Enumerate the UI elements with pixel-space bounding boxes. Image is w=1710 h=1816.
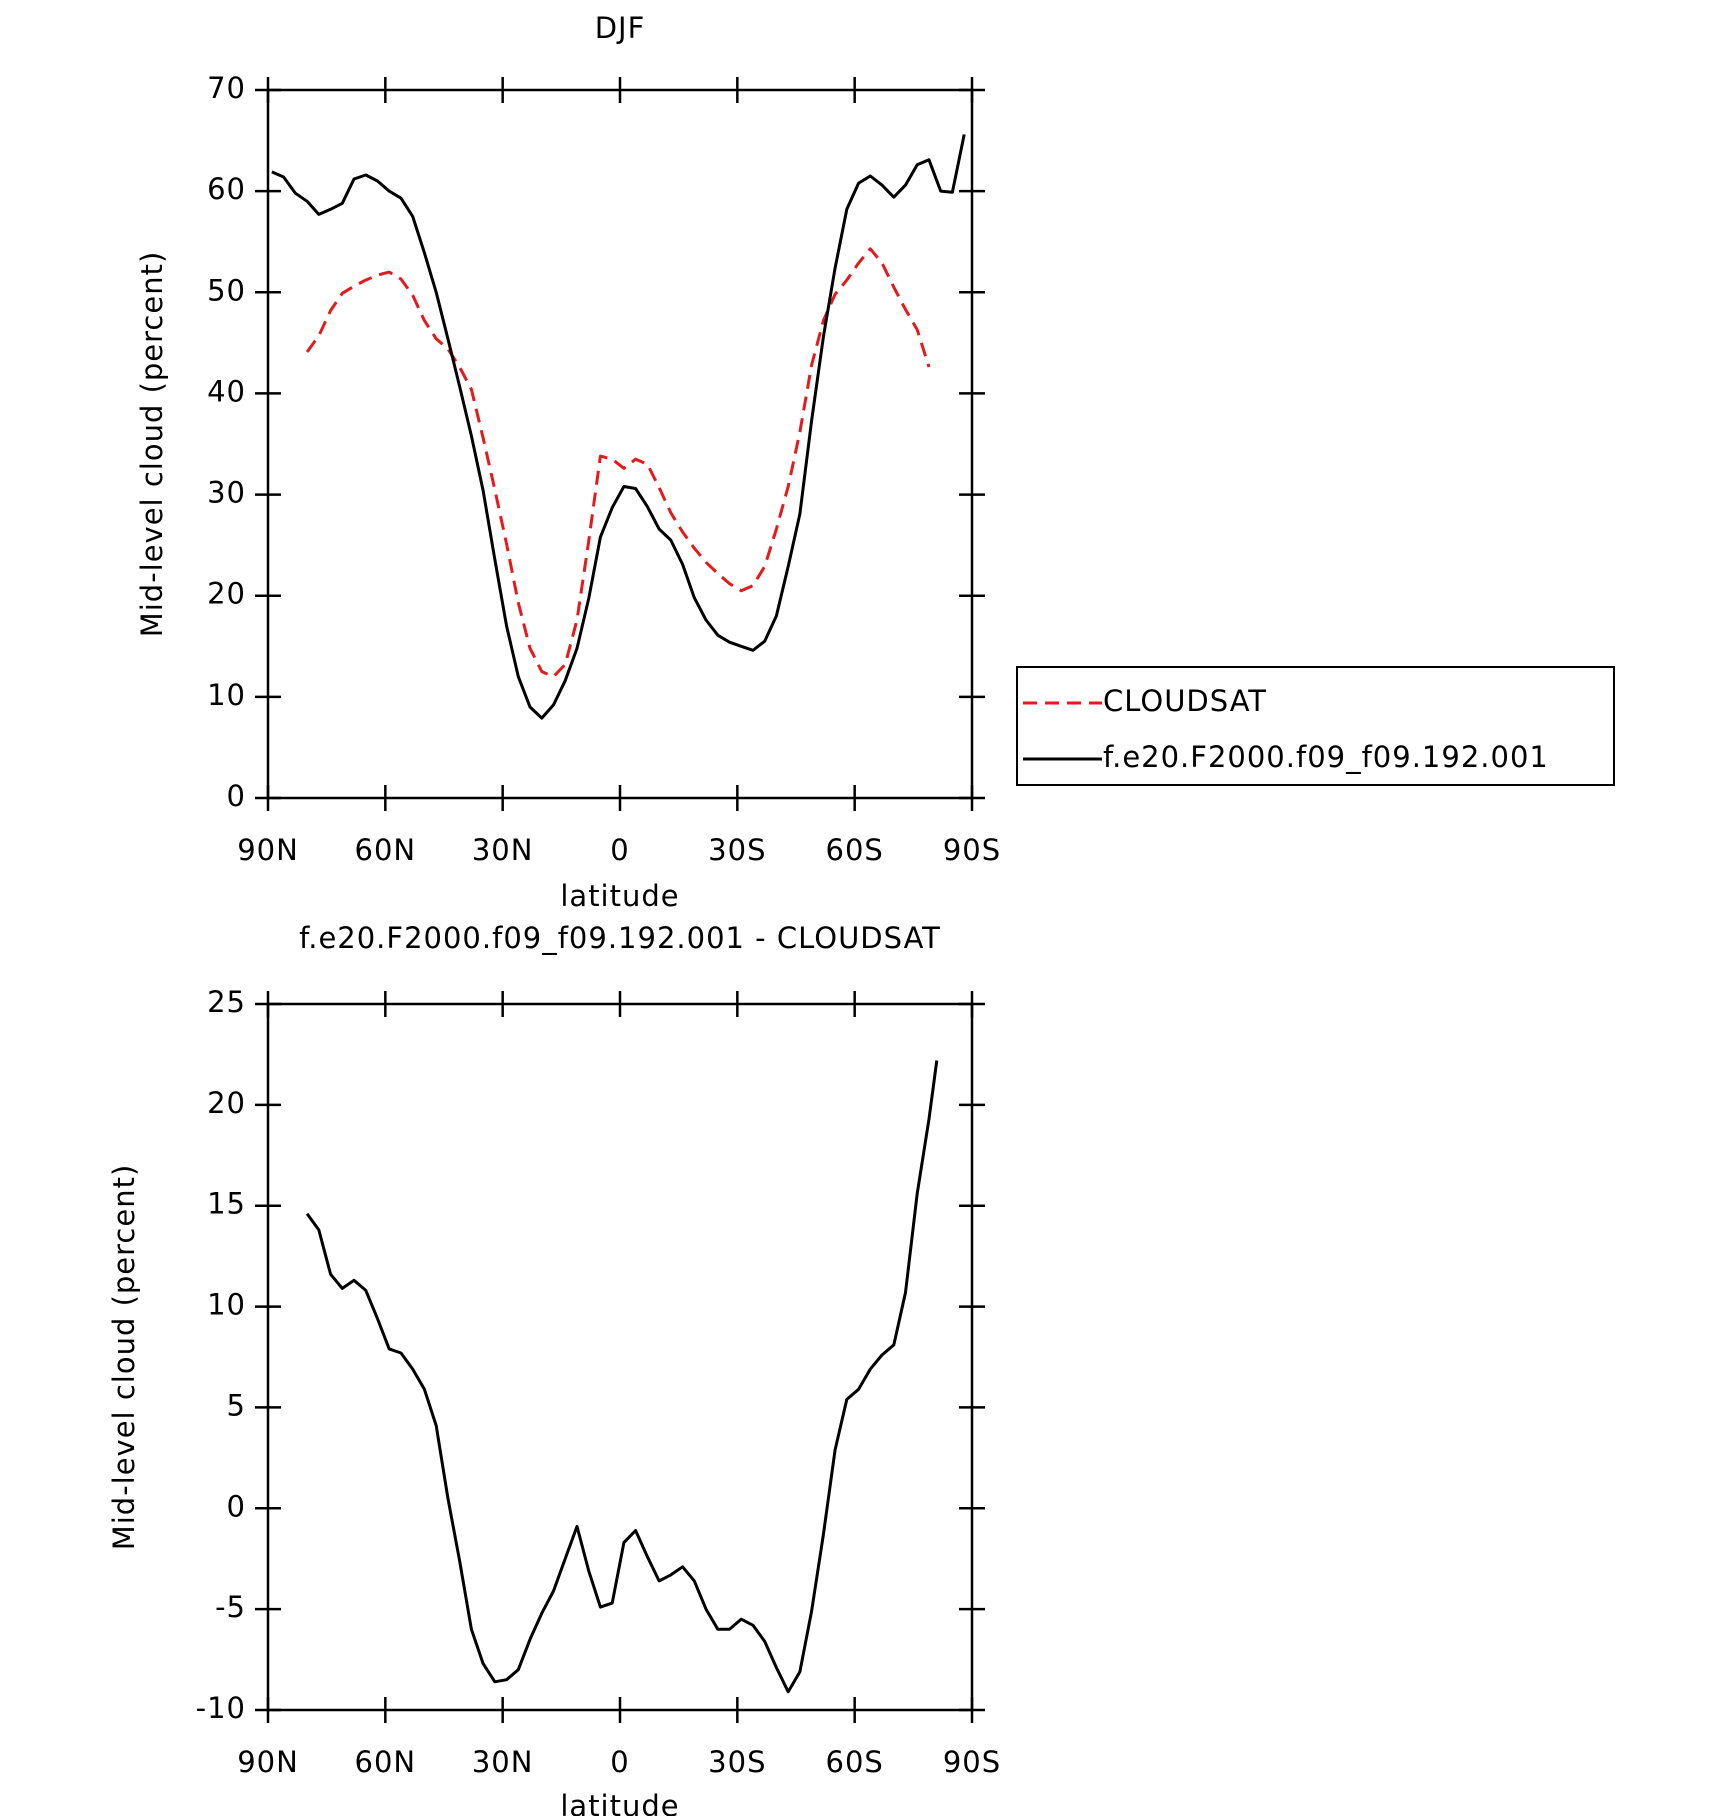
y-axis-label: Mid-level cloud (percent)	[135, 251, 169, 638]
y-tick-label: -10	[196, 1691, 246, 1725]
legend-label: f.e20.F2000.f09_f09.192.001	[1103, 740, 1549, 774]
y-tick-label: 0	[227, 779, 246, 813]
y-tick-label: 20	[207, 1086, 246, 1120]
x-tick-label: 60N	[355, 833, 417, 867]
x-tick-label: 90S	[943, 833, 1001, 867]
y-tick-label: 15	[207, 1187, 246, 1221]
y-axis-label: Mid-level cloud (percent)	[107, 1164, 141, 1551]
y-tick-label: 40	[207, 374, 246, 408]
chart-title: f.e20.F2000.f09_f09.192.001 - CLOUDSAT	[299, 921, 941, 955]
chart-title: DJF	[595, 11, 646, 45]
x-tick-label: 0	[610, 833, 629, 867]
y-tick-label: 0	[227, 1489, 246, 1523]
y-tick-label: -5	[215, 1590, 246, 1624]
plot-frame	[266, 1002, 974, 1712]
y-tick-label: 60	[207, 172, 246, 206]
x-axis-label: latitude	[560, 879, 679, 913]
x-tick-label: 30S	[708, 833, 766, 867]
plot-frame	[266, 88, 974, 800]
x-tick-label: 30S	[708, 1745, 766, 1779]
y-tick-label: 50	[207, 273, 246, 307]
x-tick-label: 60S	[826, 833, 884, 867]
y-tick-label: 70	[207, 71, 246, 105]
y-tick-label: 10	[207, 1288, 246, 1322]
x-tick-label: 30N	[472, 833, 534, 867]
x-tick-label: 60N	[355, 1745, 417, 1779]
x-tick-label: 90N	[237, 1745, 299, 1779]
x-tick-label: 90N	[237, 833, 299, 867]
data-line	[271, 134, 966, 720]
x-tick-label: 30N	[472, 1745, 534, 1779]
y-tick-label: 25	[207, 985, 246, 1019]
x-tick-label: 60S	[826, 1745, 884, 1779]
y-tick-label: 20	[207, 577, 246, 611]
x-tick-label: 0	[610, 1745, 629, 1779]
legend-box	[1016, 666, 1615, 786]
y-tick-label: 5	[227, 1388, 246, 1422]
y-tick-label: 10	[207, 678, 246, 712]
data-line	[305, 1060, 939, 1694]
legend-label: CLOUDSAT	[1103, 684, 1267, 718]
data-line	[305, 247, 931, 679]
x-axis-label: latitude	[560, 1789, 679, 1816]
y-tick-label: 30	[207, 476, 246, 510]
x-tick-label: 90S	[943, 1745, 1001, 1779]
